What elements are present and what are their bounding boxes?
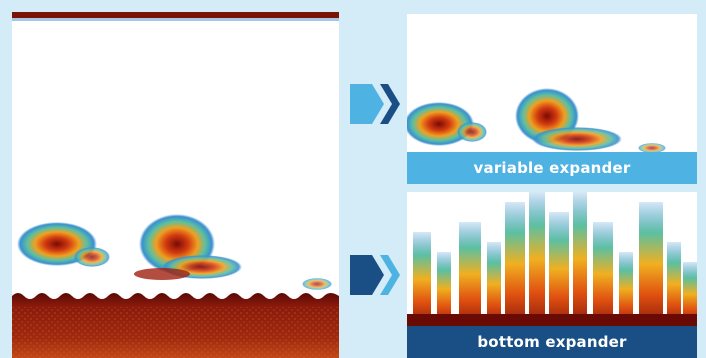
bottom-expander-caption: bottom expander (407, 326, 697, 358)
sonar-main-view (12, 12, 339, 358)
variable-expander-panel: variable expander (407, 14, 697, 184)
variable-expander-image (407, 88, 666, 153)
bottom-echo-columns (413, 192, 697, 326)
bottom-line (407, 314, 697, 326)
bottom-expander-panel: bottom expander (407, 192, 697, 358)
arrow-right-icon (350, 253, 400, 297)
variable-expander-caption: variable expander (407, 152, 697, 184)
bottom-expander-image (407, 192, 697, 326)
arrow-right-icon (350, 82, 400, 126)
sonar-main-image (12, 12, 339, 358)
surface-band (12, 12, 339, 18)
fish-school-right (302, 278, 332, 290)
